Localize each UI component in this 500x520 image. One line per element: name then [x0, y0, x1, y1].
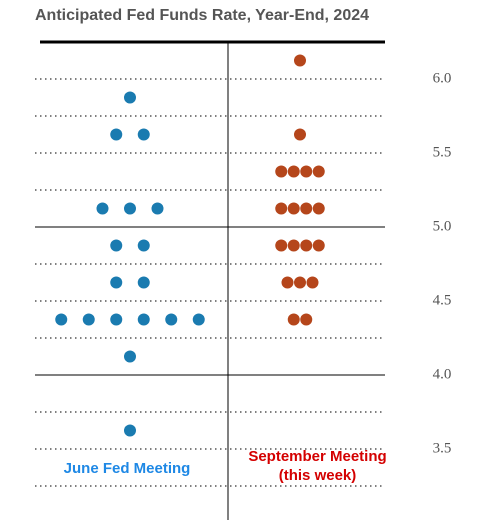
y-tick-label: 4.0 [433, 366, 452, 382]
y-tick-label: 5.5 [433, 144, 452, 160]
dot [300, 313, 313, 326]
dot [294, 128, 306, 141]
dot [287, 165, 300, 178]
dot [165, 313, 178, 326]
dot [287, 202, 300, 215]
dot [294, 54, 306, 67]
dot [110, 276, 123, 289]
dot [300, 202, 313, 215]
dot [137, 313, 150, 326]
dot [312, 239, 325, 252]
dot [82, 313, 95, 326]
dot [124, 350, 136, 363]
dot [275, 239, 288, 252]
dot [312, 202, 325, 215]
dot [300, 165, 313, 178]
dot [151, 202, 164, 215]
y-tick-label: 5.0 [433, 218, 452, 234]
dot [192, 313, 205, 326]
chart-title: Anticipated Fed Funds Rate, Year-End, 20… [35, 7, 369, 24]
legend-september: September Meeting (this week) [248, 448, 387, 484]
dot [275, 165, 288, 178]
y-tick-label: 6.0 [433, 70, 452, 86]
dot [110, 239, 123, 252]
dot [124, 424, 136, 437]
legend-june: June Fed Meeting [63, 460, 191, 477]
dot [137, 128, 150, 141]
dot [300, 239, 313, 252]
y-tick-label: 4.5 [433, 292, 452, 308]
y-tick-label: 3.5 [433, 440, 452, 456]
dot [110, 313, 123, 326]
dot [124, 91, 136, 104]
dot [275, 202, 288, 215]
dot [110, 128, 123, 141]
dot [55, 313, 68, 326]
dot [137, 239, 150, 252]
dot [287, 313, 300, 326]
dot [96, 202, 109, 215]
dot [137, 276, 150, 289]
dot [294, 276, 306, 289]
dot [124, 202, 136, 215]
dot [281, 276, 294, 289]
dot [287, 239, 300, 252]
dot [306, 276, 319, 289]
dot [312, 165, 325, 178]
